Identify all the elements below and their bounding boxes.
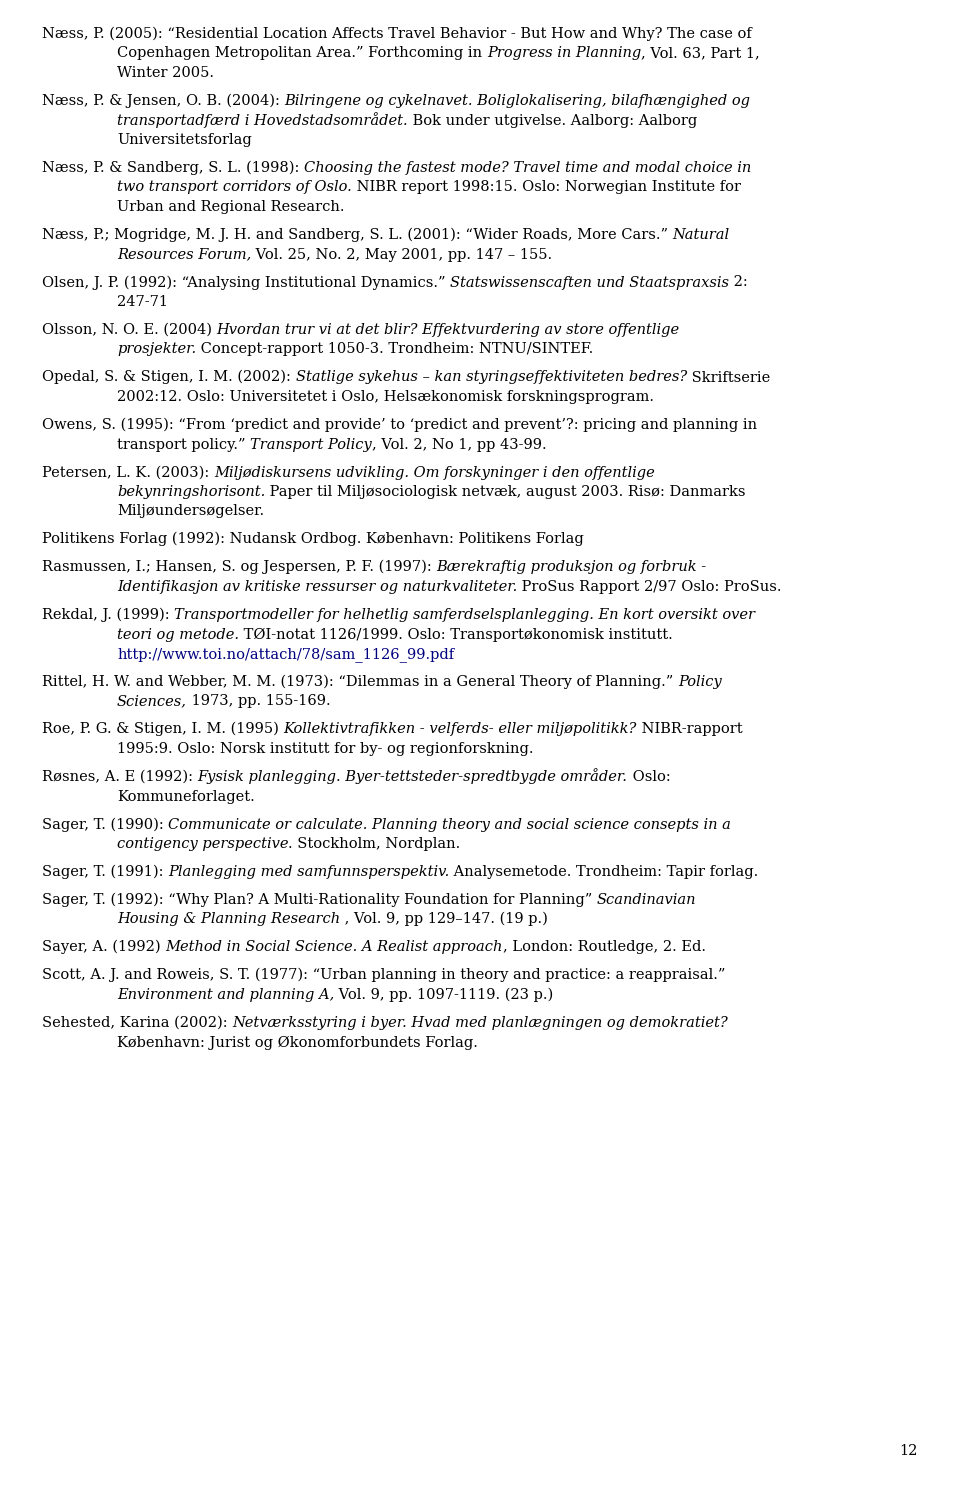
Text: Næss, P. & Jensen, O. B. (2004):: Næss, P. & Jensen, O. B. (2004): bbox=[42, 94, 284, 109]
Text: Hvordan trur vi at det blir? Effektvurdering av store offentlige: Hvordan trur vi at det blir? Effektvurde… bbox=[217, 323, 680, 337]
Text: Concept-rapport 1050-3. Trondheim: NTNU/SINTEF.: Concept-rapport 1050-3. Trondheim: NTNU/… bbox=[196, 342, 593, 356]
Text: Næss, P.; Mogridge, M. J. H. and Sandberg, S. L. (2001): “Wider Roads, More Cars: Næss, P.; Mogridge, M. J. H. and Sandber… bbox=[42, 228, 673, 243]
Text: 247-71: 247-71 bbox=[117, 295, 168, 310]
Text: Vol. 25, No. 2, May 2001, pp. 147 – 155.: Vol. 25, No. 2, May 2001, pp. 147 – 155. bbox=[252, 247, 552, 262]
Text: Universitetsforlag: Universitetsforlag bbox=[117, 133, 252, 147]
Text: Transportmodeller for helhetlig samferdselsplanlegging. En kort oversikt over: Transportmodeller for helhetlig samferds… bbox=[175, 608, 756, 622]
Text: Environment and planning A,: Environment and planning A, bbox=[117, 989, 334, 1002]
Text: Natural: Natural bbox=[673, 228, 730, 243]
Text: two transport corridors of Oslo.: two transport corridors of Oslo. bbox=[117, 180, 351, 195]
Text: transportadfærd i Hovedstadsområdet.: transportadfærd i Hovedstadsområdet. bbox=[117, 112, 408, 128]
Text: . Stockholm, Nordplan.: . Stockholm, Nordplan. bbox=[289, 837, 461, 852]
Text: 12: 12 bbox=[900, 1444, 918, 1458]
Text: Paper til Miljøsociologisk netvæk, august 2003. Risø: Danmarks: Paper til Miljøsociologisk netvæk, augus… bbox=[265, 485, 746, 499]
Text: Næss, P. & Sandberg, S. L. (1998):: Næss, P. & Sandberg, S. L. (1998): bbox=[42, 161, 304, 176]
Text: Rekdal, J. (1999):: Rekdal, J. (1999): bbox=[42, 608, 175, 622]
Text: Sayer, A. (1992): Sayer, A. (1992) bbox=[42, 940, 165, 954]
Text: 1995:9. Oslo: Norsk institutt for by- og regionforskning.: 1995:9. Oslo: Norsk institutt for by- og… bbox=[117, 742, 534, 756]
Text: Sager, T. (1992): “Why Plan? A Multi-Rationality Foundation for Planning”: Sager, T. (1992): “Why Plan? A Multi-Rat… bbox=[42, 892, 597, 907]
Text: København: Jurist og Økonomforbundets Forlag.: København: Jurist og Økonomforbundets Fo… bbox=[117, 1035, 478, 1050]
Text: 2:: 2: bbox=[730, 275, 748, 289]
Text: Politikens Forlag (1992): Nudansk Ordbog. København: Politikens Forlag: Politikens Forlag (1992): Nudansk Ordbog… bbox=[42, 532, 584, 546]
Text: Rittel, H. W. and Webber, M. M. (1973): “Dilemmas in a General Theory of Plannin: Rittel, H. W. and Webber, M. M. (1973): … bbox=[42, 675, 678, 689]
Text: Kollektivtrafikken - velferds- eller miljøpolitikk?: Kollektivtrafikken - velferds- eller mil… bbox=[283, 722, 636, 737]
Text: Scandinavian: Scandinavian bbox=[597, 893, 696, 907]
Text: transport policy.”: transport policy.” bbox=[117, 438, 251, 451]
Text: Scott, A. J. and Roweis, S. T. (1977): “Urban planning in theory and practice: a: Scott, A. J. and Roweis, S. T. (1977): “… bbox=[42, 968, 726, 983]
Text: , Vol. 2, No 1, pp 43-99.: , Vol. 2, No 1, pp 43-99. bbox=[372, 438, 546, 451]
Text: 1973, pp. 155-169.: 1973, pp. 155-169. bbox=[187, 694, 330, 709]
Text: Roe, P. G. & Stigen, I. M. (1995): Roe, P. G. & Stigen, I. M. (1995) bbox=[42, 722, 283, 737]
Text: Bilringene og cykelnavet. Boliglokalisering, bilafhængighed og: Bilringene og cykelnavet. Boliglokaliser… bbox=[284, 94, 751, 109]
Text: Bok under utgivelse. Aalborg: Aalborg: Bok under utgivelse. Aalborg: Aalborg bbox=[408, 113, 697, 128]
Text: Policy: Policy bbox=[678, 675, 722, 689]
Text: Choosing the fastest mode? Travel time and modal choice in: Choosing the fastest mode? Travel time a… bbox=[304, 161, 752, 176]
Text: Netværksstyring i byer. Hvad med planlægningen og demokratiet?: Netværksstyring i byer. Hvad med planlæg… bbox=[232, 1015, 728, 1030]
Text: Sager, T. (1991):: Sager, T. (1991): bbox=[42, 865, 168, 879]
Text: bekynringshorisont.: bekynringshorisont. bbox=[117, 485, 265, 499]
Text: http://www.toi.no/attach/78/sam_1126_99.pdf: http://www.toi.no/attach/78/sam_1126_99.… bbox=[117, 648, 454, 663]
Text: Opedal, S. & Stigen, I. M. (2002):: Opedal, S. & Stigen, I. M. (2002): bbox=[42, 371, 296, 384]
Text: Miljøundersøgelser.: Miljøundersøgelser. bbox=[117, 505, 264, 518]
Text: , Vol. 9, pp 129–147. (19 p.): , Vol. 9, pp 129–147. (19 p.) bbox=[340, 913, 548, 926]
Text: Petersen, L. K. (2003):: Petersen, L. K. (2003): bbox=[42, 466, 214, 479]
Text: teori og metode.: teori og metode. bbox=[117, 627, 239, 642]
Text: Winter 2005.: Winter 2005. bbox=[117, 66, 214, 80]
Text: prosjekter.: prosjekter. bbox=[117, 342, 196, 356]
Text: ProSus Rapport 2/97 Oslo: ProSus.: ProSus Rapport 2/97 Oslo: ProSus. bbox=[517, 581, 781, 594]
Text: Vol. 9, pp. 1097-1119. (23 p.): Vol. 9, pp. 1097-1119. (23 p.) bbox=[334, 987, 554, 1002]
Text: Housing & Planning Research: Housing & Planning Research bbox=[117, 913, 340, 926]
Text: Sciences,: Sciences, bbox=[117, 694, 187, 709]
Text: , London: Routledge, 2. Ed.: , London: Routledge, 2. Ed. bbox=[503, 941, 706, 954]
Text: Resources Forum,: Resources Forum, bbox=[117, 247, 252, 262]
Text: Miljødiskursens udvikling. Om forskyninger i den offentlige: Miljødiskursens udvikling. Om forskyning… bbox=[214, 466, 655, 479]
Text: Planlegging med samfunnsperspektiv.: Planlegging med samfunnsperspektiv. bbox=[168, 865, 449, 879]
Text: Skriftserie: Skriftserie bbox=[686, 371, 770, 384]
Text: Fysisk planlegging. Byer-tettsteder-spredtbygde områder.: Fysisk planlegging. Byer-tettsteder-spre… bbox=[198, 768, 628, 785]
Text: Sehested, Karina (2002):: Sehested, Karina (2002): bbox=[42, 1015, 232, 1030]
Text: Oslo:: Oslo: bbox=[628, 770, 670, 785]
Text: Owens, S. (1995): “From ‘predict and provide’ to ‘predict and prevent’?: pricing: Owens, S. (1995): “From ‘predict and pro… bbox=[42, 417, 757, 432]
Text: Communicate or calculate. Planning theory and social science consepts in a: Communicate or calculate. Planning theor… bbox=[168, 817, 732, 831]
Text: Statswissenscaften und Staatspraxsis: Statswissenscaften und Staatspraxsis bbox=[450, 275, 730, 289]
Text: Røsnes, A. E (1992):: Røsnes, A. E (1992): bbox=[42, 770, 198, 785]
Text: , Vol. 63, Part 1,: , Vol. 63, Part 1, bbox=[641, 46, 759, 61]
Text: Copenhagen Metropolitan Area.” Forthcoming in: Copenhagen Metropolitan Area.” Forthcomi… bbox=[117, 46, 487, 61]
Text: Identifikasjon av kritiske ressurser og naturkvaliteter.: Identifikasjon av kritiske ressurser og … bbox=[117, 581, 517, 594]
Text: Method in Social Science. A Realist approach: Method in Social Science. A Realist appr… bbox=[165, 941, 503, 954]
Text: TØI-notat 1126/1999. Oslo: Transportøkonomisk institutt.: TØI-notat 1126/1999. Oslo: Transportøkon… bbox=[239, 627, 673, 642]
Text: Bærekraftig produksjon og forbruk -: Bærekraftig produksjon og forbruk - bbox=[437, 560, 707, 575]
Text: Olsen, J. P. (1992): “Analysing Institutional Dynamics.”: Olsen, J. P. (1992): “Analysing Institut… bbox=[42, 275, 450, 289]
Text: Analysemetode. Trondheim: Tapir forlag.: Analysemetode. Trondheim: Tapir forlag. bbox=[449, 865, 758, 879]
Text: Rasmussen, I.; Hansen, S. og Jespersen, P. F. (1997):: Rasmussen, I.; Hansen, S. og Jespersen, … bbox=[42, 560, 437, 575]
Text: Progress in Planning: Progress in Planning bbox=[487, 46, 641, 61]
Text: NIBR-rapport: NIBR-rapport bbox=[636, 722, 742, 737]
Text: Urban and Regional Research.: Urban and Regional Research. bbox=[117, 200, 345, 214]
Text: Sager, T. (1990):: Sager, T. (1990): bbox=[42, 817, 168, 831]
Text: contigency perspective: contigency perspective bbox=[117, 837, 289, 852]
Text: Statlige sykehus – kan styringseffektiviteten bedres?: Statlige sykehus – kan styringseffektivi… bbox=[296, 371, 686, 384]
Text: Kommuneforlaget.: Kommuneforlaget. bbox=[117, 789, 254, 804]
Text: Transport Policy: Transport Policy bbox=[251, 438, 372, 451]
Text: 2002:12. Oslo: Universitetet i Oslo, Helsækonomisk forskningsprogram.: 2002:12. Oslo: Universitetet i Oslo, Hel… bbox=[117, 390, 654, 404]
Text: NIBR report 1998:15. Oslo: Norwegian Institute for: NIBR report 1998:15. Oslo: Norwegian Ins… bbox=[351, 180, 741, 195]
Text: Næss, P. (2005): “Residential Location Affects Travel Behavior - But How and Why: Næss, P. (2005): “Residential Location A… bbox=[42, 27, 752, 42]
Text: Olsson, N. O. E. (2004): Olsson, N. O. E. (2004) bbox=[42, 323, 217, 337]
